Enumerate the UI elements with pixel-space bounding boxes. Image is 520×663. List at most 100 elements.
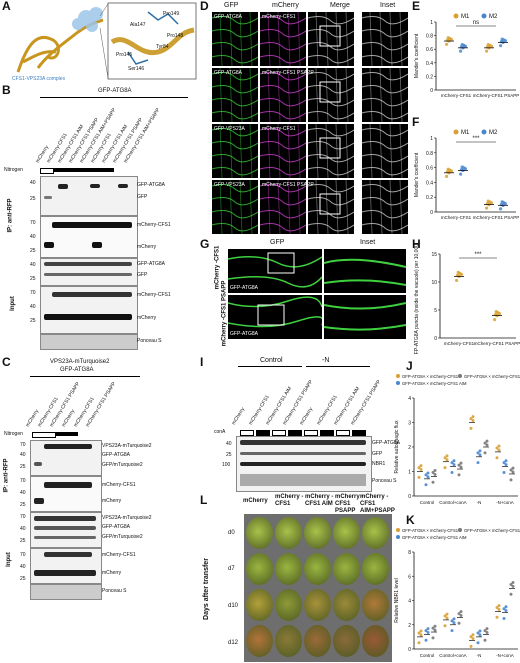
x-tick-label: -N+conA <box>496 500 514 505</box>
data-point <box>493 318 497 322</box>
data-point <box>431 636 435 640</box>
data-point <box>457 463 461 467</box>
legend-label: M1 <box>461 130 470 136</box>
row-label: mCherry-CFS1 <box>262 126 296 132</box>
data-point <box>449 37 453 42</box>
y-axis-label: Relative autophagic flux <box>394 420 400 474</box>
data-point <box>478 633 482 637</box>
chart-e: 0 0.2 0.4 0.6 0.8 1 mCherry-CFS1 mCherry-CFS1 P… <box>414 13 519 98</box>
data-point <box>419 464 423 468</box>
legend-label: GFP-ATG8A × mCherry-CFS1 AIM <box>402 381 467 386</box>
data-point <box>424 629 428 633</box>
data-point <box>457 612 461 616</box>
residue-label: Tyr84 <box>156 44 169 50</box>
plant-well <box>304 517 331 549</box>
y-tick-label: 0.2 <box>426 195 433 201</box>
data-point <box>459 610 463 614</box>
data-point <box>445 454 449 458</box>
plant-well <box>275 589 302 621</box>
data-point <box>417 641 421 645</box>
y-tick-label: 6 <box>408 574 411 580</box>
data-point <box>443 614 447 618</box>
panel-label-j: J <box>406 359 413 373</box>
micro-g2 <box>228 295 322 339</box>
data-point <box>511 466 515 470</box>
panel-label-k: K <box>406 513 415 527</box>
cona-marker <box>320 430 334 436</box>
data-point <box>497 311 501 316</box>
y-tick-label: 1 <box>430 20 433 26</box>
data-point <box>504 605 508 609</box>
data-point <box>502 607 506 611</box>
sig-label: *** <box>474 252 482 258</box>
construct-line <box>40 97 188 98</box>
x-tick-label: Control <box>420 500 435 505</box>
data-point <box>459 272 463 276</box>
micrograph <box>308 124 354 178</box>
panel-label-c: C <box>2 355 11 369</box>
y-tick-label: 0.2 <box>426 74 433 80</box>
x-tick-label: mCherry-CFS1 <box>444 341 475 346</box>
data-point <box>509 468 513 472</box>
data-point <box>426 631 430 635</box>
data-point <box>419 629 423 633</box>
micrograph <box>212 124 258 178</box>
cona-marker <box>336 430 350 436</box>
legend-label: GFP-ATG8A × mCherry-CFS1 <box>402 528 459 533</box>
legend-label: M1 <box>461 14 470 20</box>
data-point <box>476 451 480 455</box>
panel-label-g: G <box>200 237 210 251</box>
complex-label: CFS1-VPS23A complex <box>12 76 66 82</box>
data-point <box>509 478 513 482</box>
legend-marker <box>458 374 462 378</box>
data-point <box>476 461 480 465</box>
panel-label-b: B <box>2 83 11 97</box>
nitrogen-box-minus <box>54 168 114 172</box>
data-point <box>509 592 513 596</box>
data-point <box>449 169 453 173</box>
data-point <box>478 453 482 457</box>
micro-g1-inset <box>324 249 406 293</box>
micrograph <box>362 180 408 234</box>
data-point <box>433 472 437 476</box>
panel-label-i: I <box>200 355 204 369</box>
y-axis-label: Mander's coefficient <box>414 33 420 78</box>
y-tick-label: 0 <box>408 647 411 653</box>
micro-g1 <box>228 249 322 293</box>
band-label: Ponceau S <box>137 338 162 344</box>
legend-marker <box>396 374 400 378</box>
data-point <box>504 463 508 467</box>
ip-label-b: IP: anti-RFP <box>7 198 14 233</box>
data-point <box>483 638 487 642</box>
micrograph <box>308 12 354 66</box>
data-point <box>503 39 507 43</box>
data-point <box>443 456 447 460</box>
data-point <box>463 167 467 171</box>
data-point <box>483 451 487 455</box>
plant-well <box>275 625 302 657</box>
x-tick-label: Control+conA <box>439 653 466 658</box>
data-point <box>452 621 456 625</box>
data-point <box>471 415 475 419</box>
y-tick-label: 3 <box>408 421 411 427</box>
y-tick-label: 2 <box>408 445 411 451</box>
y-tick-label: 8 <box>408 550 411 556</box>
panel-label-e: E <box>412 0 421 13</box>
blot-ponceau-b <box>40 334 138 350</box>
sig-label: *** <box>472 136 480 142</box>
micrograph <box>212 12 258 66</box>
plant-well <box>246 517 273 549</box>
data-point <box>509 582 513 586</box>
legend-label: GFP-ATG8A × mCherry-CFS1 <box>402 374 459 379</box>
y-tick-label: 15 <box>431 252 437 258</box>
data-point <box>485 631 489 635</box>
plant-well <box>333 517 360 549</box>
data-point <box>495 615 499 619</box>
residue-label: Ala147 <box>130 22 146 28</box>
y-tick-label: 0 <box>430 210 433 216</box>
data-point <box>483 629 487 633</box>
x-tick-label: Control+conA <box>439 500 466 505</box>
legend-marker <box>396 381 400 385</box>
input-label-b: Input <box>9 296 16 311</box>
panel-label-f: F <box>412 115 420 129</box>
